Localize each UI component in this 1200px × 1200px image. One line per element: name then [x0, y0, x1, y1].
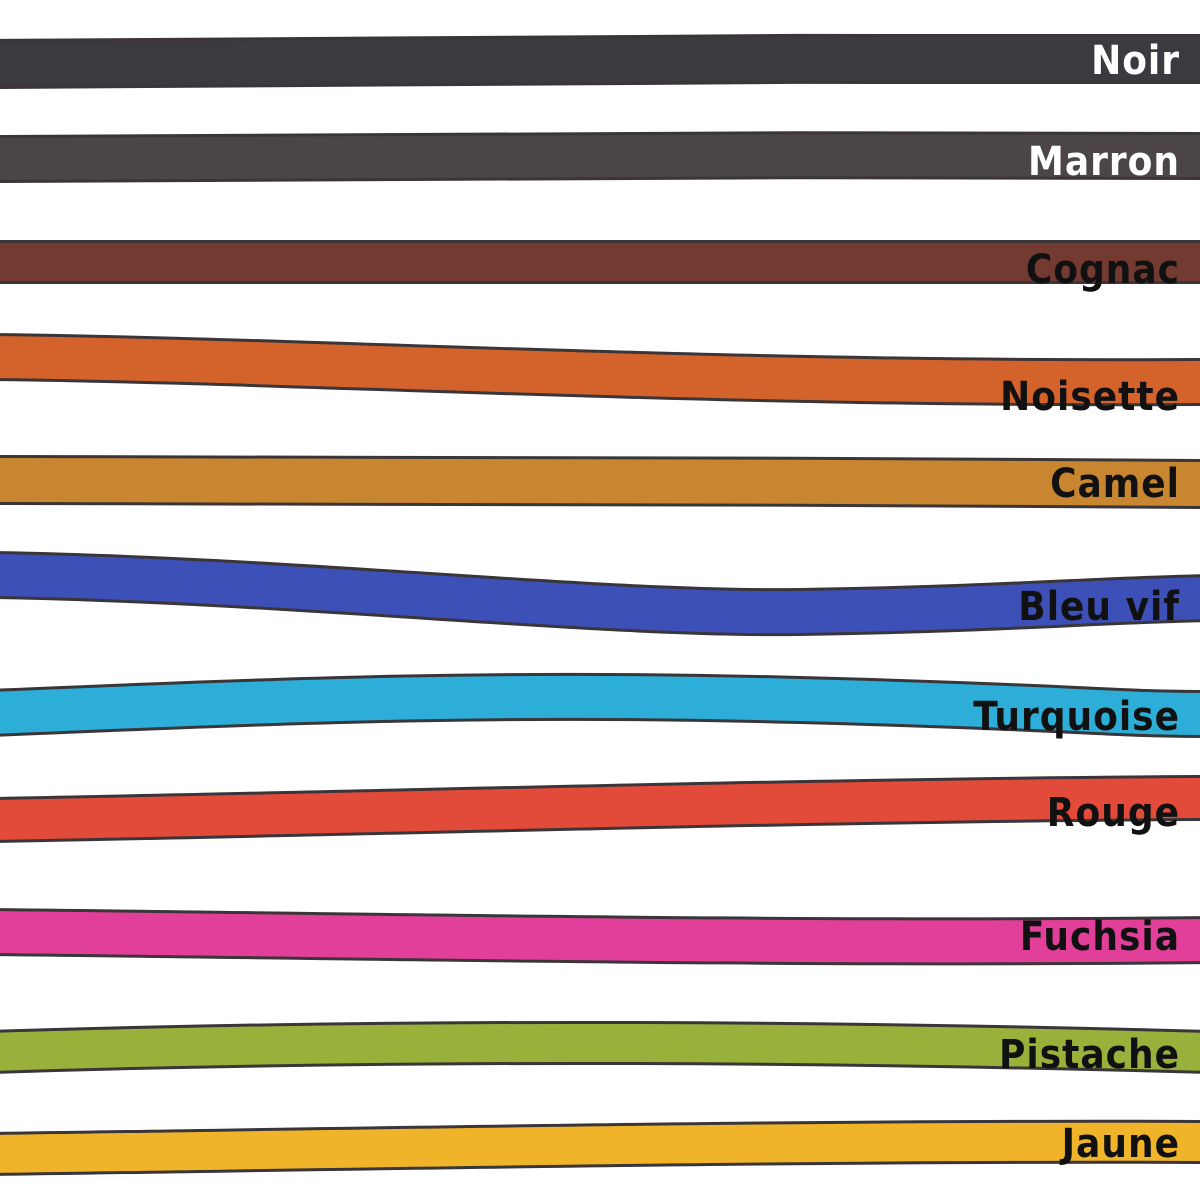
color-label: Cognac: [1026, 247, 1180, 293]
color-label: Pistache: [999, 1032, 1180, 1078]
color-label: Camel: [1050, 461, 1180, 507]
color-label: Fuchsia: [1020, 914, 1180, 960]
cord: [0, 457, 1200, 506]
cord: [0, 134, 1200, 180]
color-label: Marron: [1028, 139, 1180, 185]
cord: [0, 675, 1200, 735]
color-label: Noisette: [1000, 374, 1180, 420]
cord: [0, 911, 1200, 963]
color-label: Rouge: [1047, 790, 1180, 836]
color-label: Jaune: [1059, 1121, 1180, 1167]
cord: [0, 1023, 1200, 1071]
color-label: Noir: [1091, 38, 1180, 84]
color-label: Bleu vif: [1018, 584, 1180, 630]
cord: [0, 554, 1200, 634]
cord: [0, 36, 1200, 86]
color-label: Turquoise: [973, 694, 1180, 740]
cord: [0, 336, 1200, 404]
cord: [0, 778, 1200, 840]
cord: [0, 1122, 1200, 1173]
